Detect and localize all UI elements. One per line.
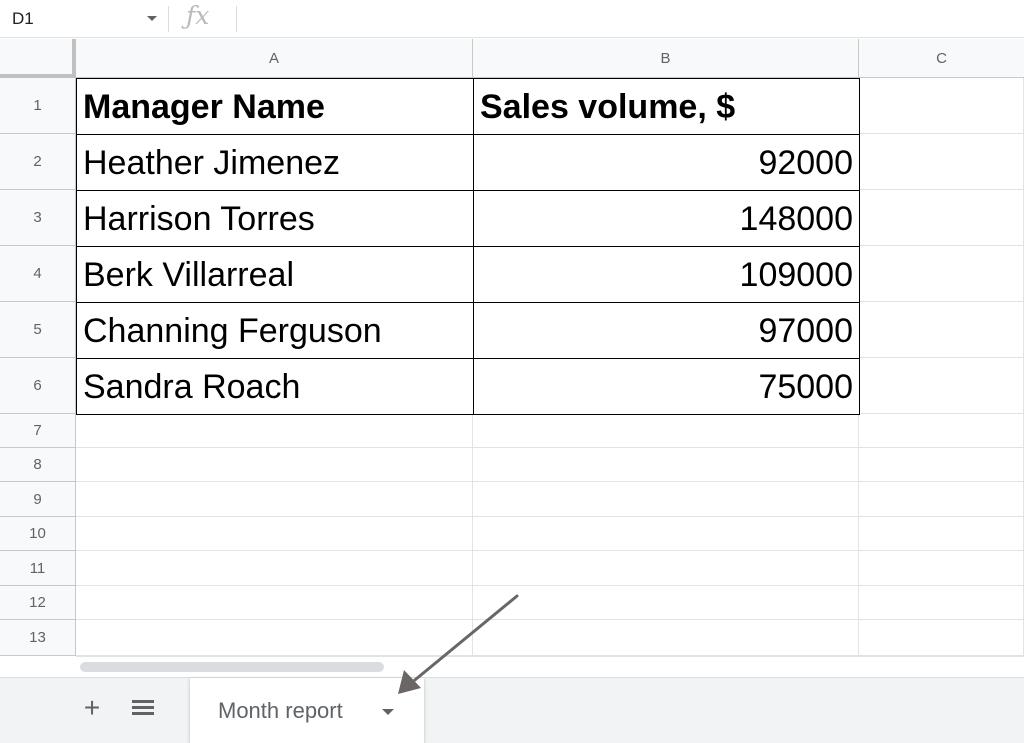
column-header-b[interactable]: B (473, 39, 859, 78)
empty-cell[interactable] (473, 620, 859, 656)
cell-c4[interactable] (859, 246, 1024, 302)
empty-cell[interactable] (76, 620, 473, 656)
scrollbar-thumb[interactable] (80, 662, 384, 672)
row-header[interactable]: 12 (0, 586, 76, 620)
cell-sales-volume[interactable]: 75000 (473, 358, 860, 415)
empty-cell[interactable] (76, 551, 473, 586)
sheet-tab-month-report[interactable]: Month report (190, 678, 424, 743)
row-header[interactable]: 9 (0, 482, 76, 517)
cell-sales-volume[interactable]: 109000 (473, 246, 860, 303)
empty-cell[interactable] (859, 620, 1024, 656)
name-box[interactable]: D1 (0, 0, 166, 38)
cell-manager-name[interactable]: Berk Villarreal (76, 246, 474, 303)
empty-cell[interactable] (859, 551, 1024, 586)
cell-sales-volume[interactable]: 92000 (473, 134, 860, 191)
cell-c2[interactable] (859, 134, 1024, 190)
cell-manager-name[interactable]: Channing Ferguson (76, 302, 474, 359)
formula-bar: D1 ƒx (0, 0, 1024, 38)
formula-bar-divider (236, 6, 237, 32)
name-box-dropdown-icon[interactable] (147, 16, 157, 21)
cell-manager-name[interactable]: Sandra Roach (76, 358, 474, 415)
cell-c5[interactable] (859, 302, 1024, 358)
cell-b1-header[interactable]: Sales volume, $ (473, 78, 860, 135)
cell-c1[interactable] (859, 78, 1024, 134)
caret-down-icon[interactable] (382, 709, 394, 715)
empty-cell[interactable] (473, 448, 859, 482)
column-header-a[interactable]: A (76, 39, 473, 78)
empty-cell[interactable] (76, 517, 473, 551)
empty-cell[interactable] (859, 448, 1024, 482)
empty-cell[interactable] (859, 517, 1024, 551)
row-header[interactable]: 8 (0, 448, 76, 482)
cell-c6[interactable] (859, 358, 1024, 414)
empty-cell[interactable] (76, 448, 473, 482)
row-header[interactable]: 11 (0, 551, 76, 586)
select-all-corner[interactable] (0, 39, 76, 78)
empty-cell[interactable] (76, 482, 473, 517)
empty-cell[interactable] (473, 414, 859, 448)
empty-cell[interactable] (859, 586, 1024, 620)
plus-icon[interactable]: + (83, 692, 101, 723)
sheet-tab-bar: + Month report (0, 677, 1024, 743)
empty-cell[interactable] (473, 482, 859, 517)
row-header[interactable]: 4 (0, 246, 76, 302)
horizontal-scrollbar[interactable] (76, 656, 1024, 676)
empty-cell[interactable] (859, 414, 1024, 448)
row-header[interactable]: 5 (0, 302, 76, 358)
sheet-list-icon[interactable] (132, 700, 154, 718)
row-header[interactable]: 2 (0, 134, 76, 190)
row-header[interactable]: 7 (0, 414, 76, 448)
column-header-c[interactable]: C (859, 39, 1024, 78)
cell-sales-volume[interactable]: 97000 (473, 302, 860, 359)
empty-cell[interactable] (859, 482, 1024, 517)
formula-input[interactable] (240, 0, 1024, 38)
empty-cell[interactable] (473, 517, 859, 551)
empty-cell[interactable] (76, 586, 473, 620)
cell-manager-name[interactable]: Harrison Torres (76, 190, 474, 247)
function-fx-icon: ƒx (186, 1, 210, 30)
row-header[interactable]: 3 (0, 190, 76, 246)
name-box-value: D1 (12, 9, 34, 28)
cell-a1-header[interactable]: Manager Name (76, 78, 474, 135)
cell-manager-name[interactable]: Heather Jimenez (76, 134, 474, 191)
row-header[interactable]: 13 (0, 620, 76, 656)
row-header[interactable]: 1 (0, 78, 76, 134)
sheet-tab-label: Month report (218, 698, 343, 723)
empty-cell[interactable] (473, 551, 859, 586)
cell-sales-volume[interactable]: 148000 (473, 190, 860, 247)
row-header[interactable]: 10 (0, 517, 76, 551)
cell-c3[interactable] (859, 190, 1024, 246)
empty-cell[interactable] (76, 414, 473, 448)
formula-bar-divider (168, 6, 169, 32)
empty-cell[interactable] (473, 586, 859, 620)
row-header[interactable]: 6 (0, 358, 76, 414)
